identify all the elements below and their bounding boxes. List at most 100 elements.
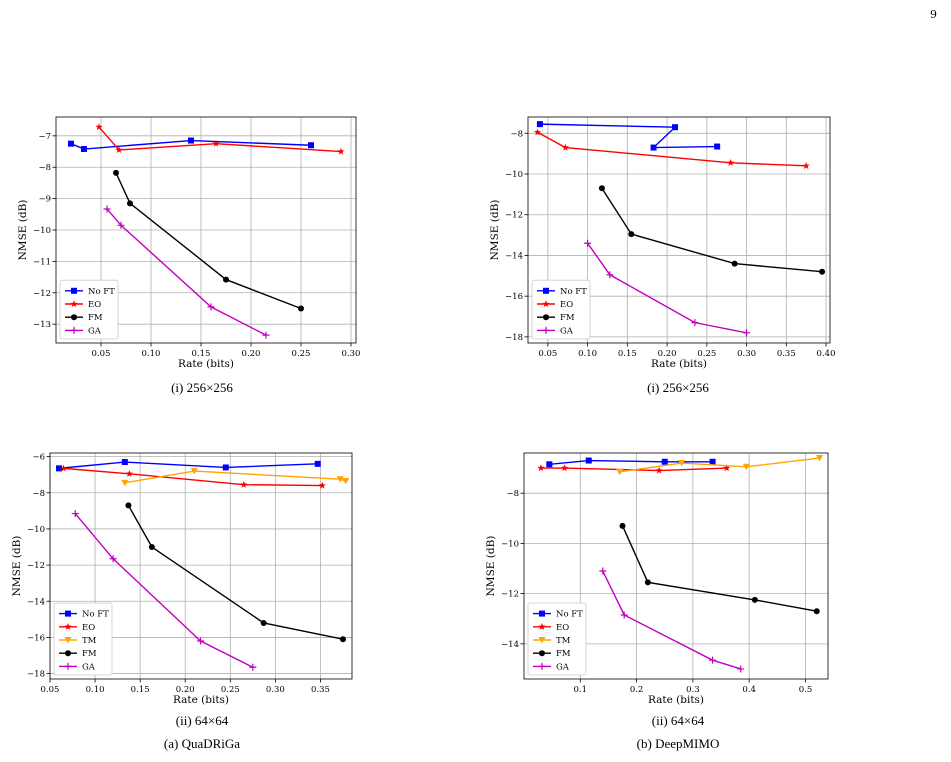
legend: No FT EO TM FM GA — [53, 602, 113, 676]
y-tick-label: −12 — [27, 561, 45, 571]
y-axis-label: NMSE (dB) — [489, 200, 501, 261]
data-point-fm — [223, 276, 229, 283]
series-line-no-ft — [539, 123, 718, 149]
series-eo — [59, 464, 326, 489]
data-point-eo — [95, 123, 103, 131]
series-fm — [113, 169, 304, 312]
x-tick-label: 0.30 — [266, 685, 285, 695]
x-tick-label: 0.10 — [86, 685, 105, 695]
legend: No FT EO FM GA — [531, 279, 591, 340]
x-tick-label: 0.15 — [192, 349, 211, 359]
legend-marker-no-ft — [71, 287, 77, 294]
data-point-fm — [298, 305, 304, 312]
legend-box — [527, 602, 587, 676]
legend-label-eo: EO — [82, 623, 95, 633]
y-tick-label: −10 — [505, 170, 523, 180]
x-tick-label: 0.15 — [131, 685, 150, 695]
x-axis-label: Rate (bits) — [648, 694, 704, 706]
series-line-tm — [619, 457, 820, 473]
data-point-no-ft — [536, 121, 543, 128]
legend-marker-eo — [70, 300, 78, 308]
data-point-no-ft — [661, 458, 668, 465]
legend: No FT EO FM GA — [59, 279, 119, 340]
series-line-fm — [115, 172, 302, 310]
y-tick-label: −14 — [501, 640, 519, 650]
y-tick-label: −6 — [32, 453, 45, 463]
series-eo — [533, 128, 810, 169]
data-point-no-ft — [222, 464, 229, 471]
y-tick-label: −18 — [505, 333, 523, 343]
x-tick-label: 0.40 — [817, 349, 836, 359]
caption-b: (b) DeepMIMO — [636, 736, 720, 751]
x-tick-label: 0.05 — [538, 349, 557, 359]
legend-box — [531, 279, 591, 340]
x-tick-label: 0.25 — [292, 349, 311, 359]
data-point-fm — [127, 200, 133, 207]
data-point-eo — [561, 143, 569, 151]
y-tick-label: −11 — [33, 257, 51, 267]
y-tick-label: −13 — [33, 320, 51, 330]
legend-label-ga: GA — [556, 662, 570, 672]
series-eo — [537, 464, 731, 474]
y-tick-label: −14 — [505, 251, 523, 261]
y-tick-label: −12 — [505, 211, 523, 221]
y-tick-label: −7 — [38, 132, 51, 142]
data-point-no-ft — [81, 146, 87, 153]
series-fm — [619, 522, 820, 615]
legend-marker-tm — [538, 637, 546, 644]
data-point-ga — [743, 329, 751, 337]
legend-label-eo: EO — [560, 300, 573, 310]
x-tick-label: 0.05 — [92, 349, 111, 359]
y-tick-label: −14 — [27, 597, 45, 607]
x-tick-label: 0.2 — [630, 685, 644, 695]
plot-frame — [523, 452, 829, 680]
x-axis-label: Rate (bits) — [178, 358, 234, 370]
grid — [524, 453, 828, 679]
series-no-ft — [68, 137, 314, 153]
legend-label-fm: FM — [560, 313, 575, 323]
series-line-no-ft — [70, 139, 312, 150]
legend-marker-fm — [543, 314, 549, 321]
x-tick-label: 0.10 — [578, 349, 597, 359]
data-point-eo — [533, 128, 542, 136]
series-line-no-ft — [549, 459, 713, 465]
data-point-no-ft — [188, 137, 194, 144]
series-line-ga — [106, 208, 267, 336]
x-tick-label: 0.30 — [342, 349, 361, 359]
legend-box — [59, 279, 119, 340]
data-point-eo — [727, 159, 735, 166]
data-point-no-ft — [121, 459, 128, 466]
data-point-ga — [197, 637, 205, 645]
x-tick-label: 0.20 — [658, 349, 677, 359]
data-point-eo — [655, 466, 663, 474]
y-axis-label: NMSE (dB) — [11, 536, 23, 597]
series-eo — [95, 123, 345, 155]
data-point-ga — [599, 567, 607, 575]
data-point-fm — [731, 260, 738, 267]
series-ga — [103, 205, 270, 339]
data-point-ga — [71, 510, 79, 518]
plot-frame — [49, 452, 353, 680]
data-point-no-ft — [714, 143, 721, 150]
data-point-ga — [620, 611, 628, 619]
series-fm — [125, 502, 346, 643]
data-point-fm — [813, 608, 820, 615]
data-point-no-ft — [546, 461, 553, 468]
data-point-tm — [336, 476, 344, 483]
y-tick-label: −16 — [505, 292, 523, 302]
series-line-fm — [127, 505, 344, 640]
data-point-ga — [584, 239, 592, 247]
series-line-ga — [74, 513, 254, 668]
x-tick-label: 0.35 — [777, 349, 796, 359]
data-point-fm — [628, 231, 635, 238]
plot-frame — [527, 116, 831, 344]
y-tick-label: −12 — [501, 590, 519, 600]
legend-label-fm: FM — [88, 313, 103, 323]
y-tick-label: −10 — [501, 539, 519, 549]
data-point-ga — [606, 271, 614, 279]
page-number: 9 — [930, 8, 937, 21]
data-point-ga — [117, 221, 125, 229]
x-tick-label: 0.4 — [742, 685, 756, 695]
data-point-eo — [125, 469, 133, 477]
caption-a1: (i) 256×256 — [171, 380, 233, 395]
